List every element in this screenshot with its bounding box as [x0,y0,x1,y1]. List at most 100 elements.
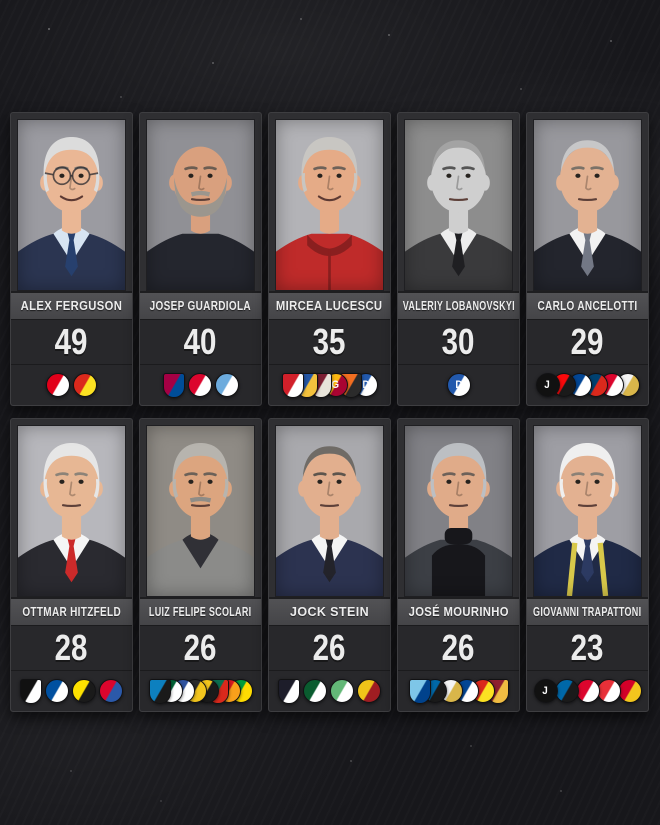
trophy-count: 26 [269,626,390,671]
manager-card-ottmar-hitzfeld: OTTMAR HITZFELD 28 [10,418,133,712]
club-badge-glyph: G [331,378,340,391]
club-badge-porto [408,678,431,704]
club-badges [140,671,261,711]
club-badge-barcelona [162,372,185,398]
club-badge-gremio [148,678,171,704]
manager-name-bar: LUIZ FELIPE SCOLARI [140,597,261,626]
trophy-count-value: 40 [184,321,217,362]
club-badges [398,671,519,711]
manager-name-bar: ALEX FERGUSON [11,291,132,320]
club-badge-aberdeen [46,373,70,397]
manager-photo [275,119,384,291]
manager-photo [17,119,126,291]
trophy-count-value: 26 [313,627,346,668]
club-badge-bayern-munich [187,373,212,397]
row-top: ALEX FERGUSON 49 JOSEP GUARDIOLA 40 MIRC… [10,112,649,406]
club-badges [11,365,132,405]
club-badges: J [527,671,648,711]
manager-photo [404,119,513,291]
manager-name-bar: GIOVANNI TRAPATTONI [527,597,648,626]
club-badge-inter [554,679,579,703]
manager-name: OTTMAR HITZFELD [22,605,121,619]
club-badge-juventus: J [533,679,558,703]
manager-name: CARLO ANCELOTTI [537,299,638,313]
club-badge-glyph: D [361,378,370,391]
trophy-count: 35 [269,320,390,365]
club-badge-grasshopper [45,679,69,703]
manager-name-bar: MIRCEA LUCESCU [269,291,390,320]
manager-grid: ALEX FERGUSON 49 JOSEP GUARDIOLA 40 MIRC… [10,112,649,712]
manager-card-jock-stein: JOCK STEIN 26 [268,418,391,712]
trophy-count-value: 28 [55,627,88,668]
trophy-count-value: 26 [184,627,217,668]
club-badge-bayern-munich [99,679,123,703]
manager-name-bar: CARLO ANCELOTTI [527,291,648,320]
trophy-count: 49 [11,320,132,365]
manager-name-bar: VALERIY LOBANOVSKYI [398,291,519,320]
manager-card-giovanni-trapattoni: GIOVANNI TRAPATTONI 23 J [526,418,649,712]
manager-photo [404,425,513,597]
manager-name: JOCK STEIN [289,605,369,619]
trophy-count: 23 [527,626,648,671]
manager-card-josep-guardiola: JOSEP GUARDIOLA 40 [139,112,262,406]
club-badge-glyph: J [544,378,551,391]
trophy-count: 26 [140,626,261,671]
trophy-count: 40 [140,320,261,365]
manager-name: MIRCEA LUCESCU [276,299,383,313]
club-badge-dynamo-kyiv: D [446,373,471,397]
trophy-count-value: 35 [313,321,346,362]
club-badge-dinamo-bucuresti [281,372,304,398]
manager-card-alex-ferguson: ALEX FERGUSON 49 [10,112,133,406]
club-badge-scotland [357,679,381,703]
manager-name: LUIZ FELIPE SCOLARI [149,605,252,619]
manager-name: JOSÉ MOURINHO [408,605,509,619]
manager-name: VALERIY LOBANOVSKYI [402,299,515,313]
trophy-count-value: 49 [55,321,88,362]
manager-name-bar: JOSEP GUARDIOLA [140,291,261,320]
club-badge-celtic [330,679,354,703]
trophy-count-value: 30 [442,321,475,362]
club-badges [11,671,132,711]
manager-card-carlo-ancelotti: CARLO ANCELOTTI 29 J [526,112,649,406]
club-badge-borussia-dortmund [72,679,96,703]
chalk-texture [0,0,2,2]
club-badge-benfica [596,679,621,703]
trophy-count-value: 26 [442,627,475,668]
trophy-count: 26 [398,626,519,671]
club-badge-manchester-city [214,373,239,397]
trophy-count-value: 23 [571,627,604,668]
club-badges [140,365,261,405]
club-badges [269,671,390,711]
manager-name-bar: JOSÉ MOURINHO [398,597,519,626]
manager-name-bar: OTTMAR HITZFELD [11,597,132,626]
manager-photo [146,119,255,291]
club-badge-bayern-munich [575,679,600,703]
trophy-count: 30 [398,320,519,365]
manager-name-bar: JOCK STEIN [269,597,390,626]
club-badge-juventus: J [535,373,560,397]
club-badge-glyph: D [454,378,463,391]
manager-photo [17,425,126,597]
manager-photo [533,425,642,597]
manager-card-valeriy-lobanovskyi: VALERIY LOBANOVSKYI 30 D [397,112,520,406]
club-badge-aarau [20,678,42,704]
trophy-count: 29 [527,320,648,365]
manager-photo [146,425,255,597]
row-bottom: OTTMAR HITZFELD 28 LUIZ FELIPE SCOLARI 2… [10,418,649,712]
manager-card-jos-mourinho: JOSÉ MOURINHO 26 [397,418,520,712]
trophy-count-value: 29 [571,321,604,362]
club-badges: J [527,365,648,405]
club-badge-glyph: J [542,684,549,697]
manager-card-luiz-felipe-scolari: LUIZ FELIPE SCOLARI 26 [139,418,262,712]
trophy-count: 28 [11,626,132,671]
club-badge-dunfermline-athletic [278,678,300,704]
manager-photo [275,425,384,597]
manager-photo [533,119,642,291]
manager-name: ALEX FERGUSON [20,299,123,313]
club-badge-hibernian [303,679,327,703]
club-badge-manchester-united [73,373,97,397]
manager-name: GIOVANNI TRAPATTONI [533,605,642,619]
